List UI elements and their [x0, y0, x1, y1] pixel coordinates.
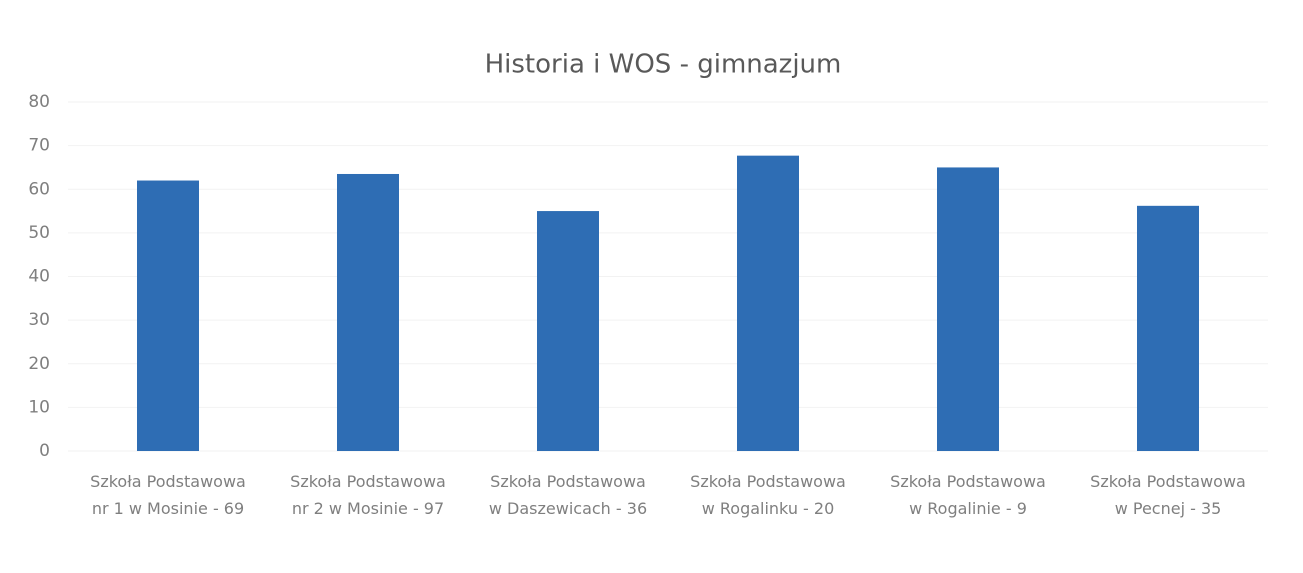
y-tick-label: 70: [28, 136, 50, 156]
x-tick-label: Szkoła Podstawowa nr 2 w Mosinie - 97: [290, 472, 446, 518]
y-tick-label: 60: [28, 179, 50, 199]
bar: [937, 167, 999, 451]
y-tick-label: 20: [28, 354, 50, 374]
bar: [137, 180, 199, 451]
x-tick-label: Szkoła Podstawowa w Rogalinie - 9: [890, 472, 1046, 518]
y-tick-label: 50: [28, 223, 50, 243]
x-tick-label: Szkoła Podstawowa w Rogalinku - 20: [690, 472, 846, 518]
y-tick-label: 40: [28, 267, 50, 287]
x-tick-label: Szkoła Podstawowa nr 1 w Mosinie - 69: [90, 472, 246, 518]
x-tick-label: Szkoła Podstawowa w Pecnej - 35: [1090, 472, 1246, 518]
bar: [337, 173, 399, 451]
bar: [737, 155, 799, 451]
bar: [1137, 205, 1199, 451]
x-tick-label: Szkoła Podstawowa w Daszewicach - 36: [488, 472, 648, 518]
bar: [537, 211, 599, 451]
y-tick-label: 80: [28, 92, 50, 112]
y-tick-label: 10: [28, 397, 50, 417]
chart-title: Historia i WOS - gimnazjum: [485, 50, 842, 80]
y-tick-label: 0: [39, 441, 50, 461]
y-tick-label: 30: [28, 310, 50, 330]
